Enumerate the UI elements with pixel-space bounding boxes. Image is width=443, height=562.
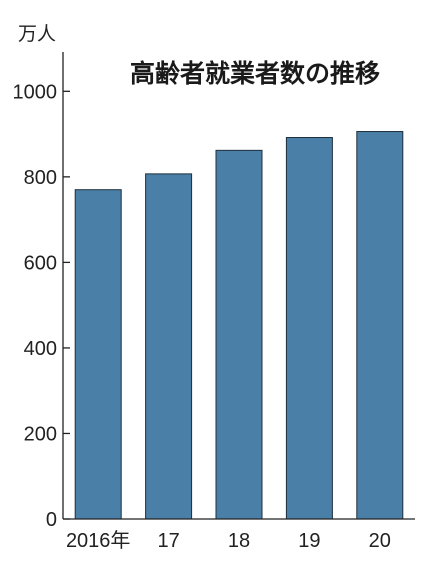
x-tick-label: 20: [369, 530, 391, 552]
y-axis: 0 200 400 600 800 1000: [13, 81, 70, 531]
bar: [215, 149, 263, 520]
bar-series: [74, 131, 404, 520]
bar: [285, 137, 333, 520]
x-axis: 2016年 17 18 19 20: [66, 529, 391, 552]
chart-title: 高齢者就業者数の推移: [130, 59, 380, 88]
y-tick-label: 1000: [13, 81, 58, 103]
y-tick-label: 0: [46, 509, 57, 531]
x-tick-label: 19: [298, 530, 320, 552]
x-tick-label: 17: [157, 530, 179, 552]
y-tick-label: 800: [24, 167, 57, 189]
y-tick-label: 200: [24, 423, 57, 445]
bar: [74, 189, 122, 520]
bar: [356, 131, 404, 520]
y-tick-label: 400: [24, 338, 57, 360]
x-tick-label: 2016年: [66, 529, 131, 552]
bar: [145, 173, 193, 520]
y-axis-unit-label: 万人: [18, 23, 56, 45]
x-tick-label: 18: [228, 530, 250, 552]
y-tick-label: 600: [24, 252, 57, 274]
